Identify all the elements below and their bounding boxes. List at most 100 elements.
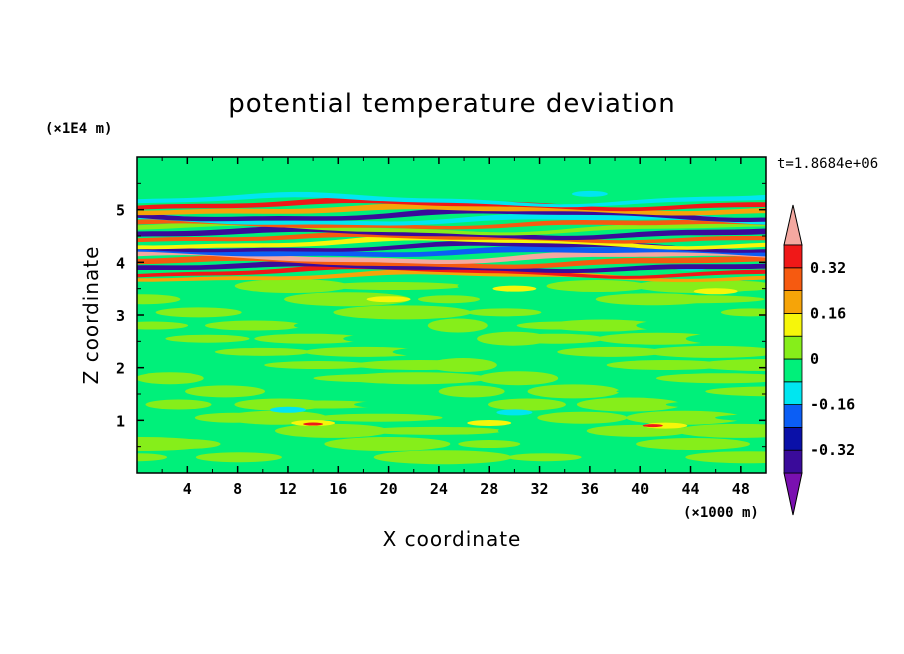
contour-blob xyxy=(343,332,480,345)
contour-blob xyxy=(137,437,211,452)
contour-band xyxy=(137,234,766,250)
contour-blob xyxy=(693,288,738,295)
contour-blob xyxy=(636,318,766,333)
contour-blob xyxy=(234,279,349,294)
x-tick-label: 24 xyxy=(430,480,448,498)
contour-blob xyxy=(643,422,688,429)
contour-blob xyxy=(214,347,311,356)
contour-blob xyxy=(224,371,319,386)
contour-blob xyxy=(366,296,411,303)
contour-blob xyxy=(492,285,537,292)
y-axis-label: Z coordinate xyxy=(79,246,103,385)
y-tick-label: 4 xyxy=(116,254,125,272)
contour-blob xyxy=(273,384,380,399)
contour-blob xyxy=(175,358,258,373)
colorbar-segment xyxy=(783,404,803,428)
contour-blob xyxy=(571,190,608,197)
colorbar-tick-label: 0.16 xyxy=(810,304,846,322)
contour-band xyxy=(137,263,766,279)
contour-blob xyxy=(477,331,550,346)
contour-blob xyxy=(547,439,636,450)
colorbar: -0.32 -0.16 0 0.16 0.32 xyxy=(783,204,855,516)
contour-blob xyxy=(546,280,649,293)
contour-blob xyxy=(323,282,464,291)
contour-blob xyxy=(185,385,266,398)
contour-band xyxy=(137,203,766,216)
y-tick-label: 3 xyxy=(116,307,125,325)
contour-band xyxy=(137,197,766,212)
colorbar-tick-label: -0.16 xyxy=(810,396,855,414)
contour-blob xyxy=(685,451,766,464)
colorbar-segment xyxy=(783,449,803,474)
contour-blob xyxy=(507,453,582,462)
contour-blob xyxy=(269,406,306,413)
contour-blob xyxy=(626,410,743,425)
contour-blob xyxy=(527,384,620,399)
contour-blob xyxy=(264,361,373,370)
contour-blob xyxy=(284,451,397,464)
contour-blob xyxy=(145,280,234,293)
contour-blob xyxy=(675,423,766,438)
time-label: t=1.8684e+06 xyxy=(777,156,878,172)
contour-blob xyxy=(516,321,603,330)
colorbar-extend-max xyxy=(783,204,803,246)
contour-blob xyxy=(353,360,488,371)
contour-blob xyxy=(354,399,497,410)
contour-band xyxy=(137,218,766,230)
contour-blob xyxy=(195,452,282,463)
contour-blob xyxy=(595,293,710,306)
contour-blob xyxy=(194,412,273,423)
contour-band xyxy=(137,191,766,208)
contour-blob xyxy=(324,437,451,452)
contour-blob xyxy=(655,373,766,384)
contour-band xyxy=(137,213,766,226)
contour-blob xyxy=(244,306,357,319)
contour-blob xyxy=(596,332,719,345)
x-unit-label: (×1000 m) xyxy=(683,505,759,521)
contour-blob xyxy=(303,346,426,357)
chart-title: potential temperature deviation xyxy=(228,89,675,119)
contour-blob xyxy=(596,452,697,463)
colorbar-tick-label: -0.32 xyxy=(810,441,855,459)
contour-blob xyxy=(496,409,533,416)
colorbar-tick-label: 0.32 xyxy=(810,259,846,277)
x-tick-label: 40 xyxy=(631,480,649,498)
contour-blob xyxy=(695,359,766,372)
contour-blob xyxy=(392,345,541,358)
x-tick-label: 12 xyxy=(279,480,297,498)
contour-blob xyxy=(137,453,167,462)
colorbar-segment xyxy=(783,267,803,291)
x-tick-label: 16 xyxy=(329,480,347,498)
contour-blob xyxy=(137,372,204,385)
contour-blob xyxy=(487,398,566,411)
contour-blob xyxy=(715,413,766,422)
contour-blob xyxy=(567,374,674,383)
contour-blob xyxy=(363,426,504,435)
contour-blob xyxy=(576,397,681,412)
y-tick-label: 1 xyxy=(116,412,125,430)
contour-blob xyxy=(517,361,612,370)
contour-blob xyxy=(137,344,196,359)
x-tick-label: 8 xyxy=(233,480,242,498)
x-tick-label: 36 xyxy=(581,480,599,498)
contour-blob xyxy=(506,294,595,305)
contour-blob xyxy=(606,360,727,371)
colorbar-segment xyxy=(783,290,803,314)
x-tick-label: 44 xyxy=(681,480,699,498)
contour-blob xyxy=(417,295,480,304)
contour-blobs xyxy=(137,190,766,465)
contour-blob xyxy=(556,307,657,318)
contour-blob xyxy=(373,450,512,465)
contour-blob xyxy=(478,371,559,386)
colorbar-segment xyxy=(783,426,803,451)
contour-blob xyxy=(557,346,666,357)
contour-blob xyxy=(467,308,542,317)
contour-blob xyxy=(254,333,365,344)
contour-blob xyxy=(137,294,181,305)
x-tick-label: 28 xyxy=(480,480,498,498)
y-tick-label: 2 xyxy=(116,360,125,378)
x-tick-label: 4 xyxy=(183,480,192,498)
x-tick-label: 48 xyxy=(732,480,750,498)
contour-blob xyxy=(155,426,220,435)
contour-blob xyxy=(616,387,735,396)
